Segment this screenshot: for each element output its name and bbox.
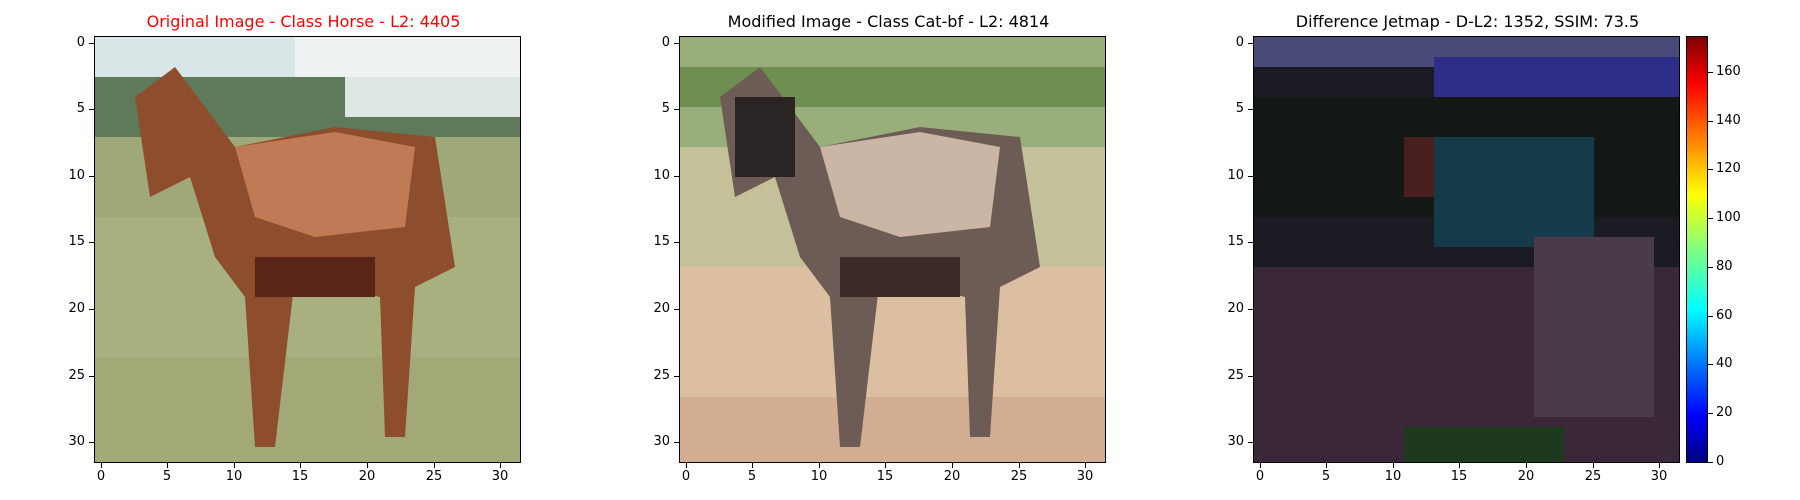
difference-jetmap — [1253, 36, 1680, 463]
panel-difference: Difference Jetmap - D-L2: 1352, SSIM: 73… — [1170, 0, 1800, 500]
colorbar-tick-label: 80 — [1716, 259, 1733, 274]
y-tick-label: 25 — [68, 368, 85, 383]
modified-image — [679, 36, 1106, 463]
x-tick-label: 30 — [1076, 469, 1094, 484]
y-tick-label: 15 — [653, 234, 670, 249]
y-tick-label: 25 — [1227, 368, 1244, 383]
x-tick-label: 20 — [943, 469, 961, 484]
x-tick-label: 5 — [747, 469, 757, 484]
y-tick-label: 5 — [76, 101, 85, 116]
y-tick-label: 20 — [68, 301, 85, 316]
colorbar-tick-label: 20 — [1716, 405, 1733, 420]
colorbar-tick-label: 100 — [1716, 210, 1741, 225]
colorbar-tick-label: 140 — [1716, 113, 1741, 128]
x-tick-label: 30 — [1650, 469, 1668, 484]
panel-difference-title: Difference Jetmap - D-L2: 1352, SSIM: 73… — [1295, 12, 1640, 31]
x-tick-label: 0 — [1255, 469, 1265, 484]
x-tick-label: 25 — [425, 469, 443, 484]
y-tick-label: 5 — [661, 101, 670, 116]
x-tick-label: 20 — [358, 469, 376, 484]
x-tick-label: 10 — [810, 469, 828, 484]
y-tick-label: 20 — [1227, 301, 1244, 316]
y-tick-label: 30 — [1227, 434, 1244, 449]
x-tick-label: 15 — [291, 469, 309, 484]
panel-original-title: Original Image - Class Horse - L2: 4405 — [146, 12, 461, 31]
x-tick-label: 10 — [225, 469, 243, 484]
x-tick-label: 0 — [681, 469, 691, 484]
colorbar-tick-label: 120 — [1716, 161, 1741, 176]
y-tick-label: 30 — [68, 434, 85, 449]
y-tick-label: 5 — [1235, 101, 1244, 116]
x-tick-label: 25 — [1010, 469, 1028, 484]
y-tick-label: 15 — [1227, 234, 1244, 249]
colorbar-tick-label: 160 — [1716, 64, 1741, 79]
panel-modified-title: Modified Image - Class Cat-bf - L2: 4814 — [727, 12, 1050, 31]
y-tick-label: 0 — [76, 35, 85, 50]
y-tick-label: 0 — [661, 35, 670, 50]
x-tick-label: 15 — [1450, 469, 1468, 484]
y-tick-label: 30 — [653, 434, 670, 449]
y-tick-label: 10 — [653, 168, 670, 183]
y-tick-label: 10 — [68, 168, 85, 183]
x-tick-label: 30 — [491, 469, 509, 484]
x-tick-label: 25 — [1584, 469, 1602, 484]
y-tick-label: 15 — [68, 234, 85, 249]
x-tick-label: 20 — [1517, 469, 1535, 484]
x-tick-label: 5 — [162, 469, 172, 484]
original-image — [94, 36, 521, 463]
y-tick-label: 25 — [653, 368, 670, 383]
colorbar-tick-label: 60 — [1716, 308, 1733, 323]
y-tick-label: 0 — [1235, 35, 1244, 50]
panel-original: Original Image - Class Horse - L2: 4405 … — [0, 0, 600, 500]
x-tick-label: 0 — [96, 469, 106, 484]
y-tick-label: 10 — [1227, 168, 1244, 183]
y-tick-label: 20 — [653, 301, 670, 316]
x-tick-label: 10 — [1384, 469, 1402, 484]
colorbar-tick-label: 40 — [1716, 356, 1733, 371]
colorbar-tick-label: 0 — [1716, 454, 1725, 469]
x-tick-label: 5 — [1321, 469, 1331, 484]
panel-modified: Modified Image - Class Cat-bf - L2: 4814… — [585, 0, 1185, 500]
colorbar — [1686, 36, 1708, 463]
x-tick-label: 15 — [876, 469, 894, 484]
